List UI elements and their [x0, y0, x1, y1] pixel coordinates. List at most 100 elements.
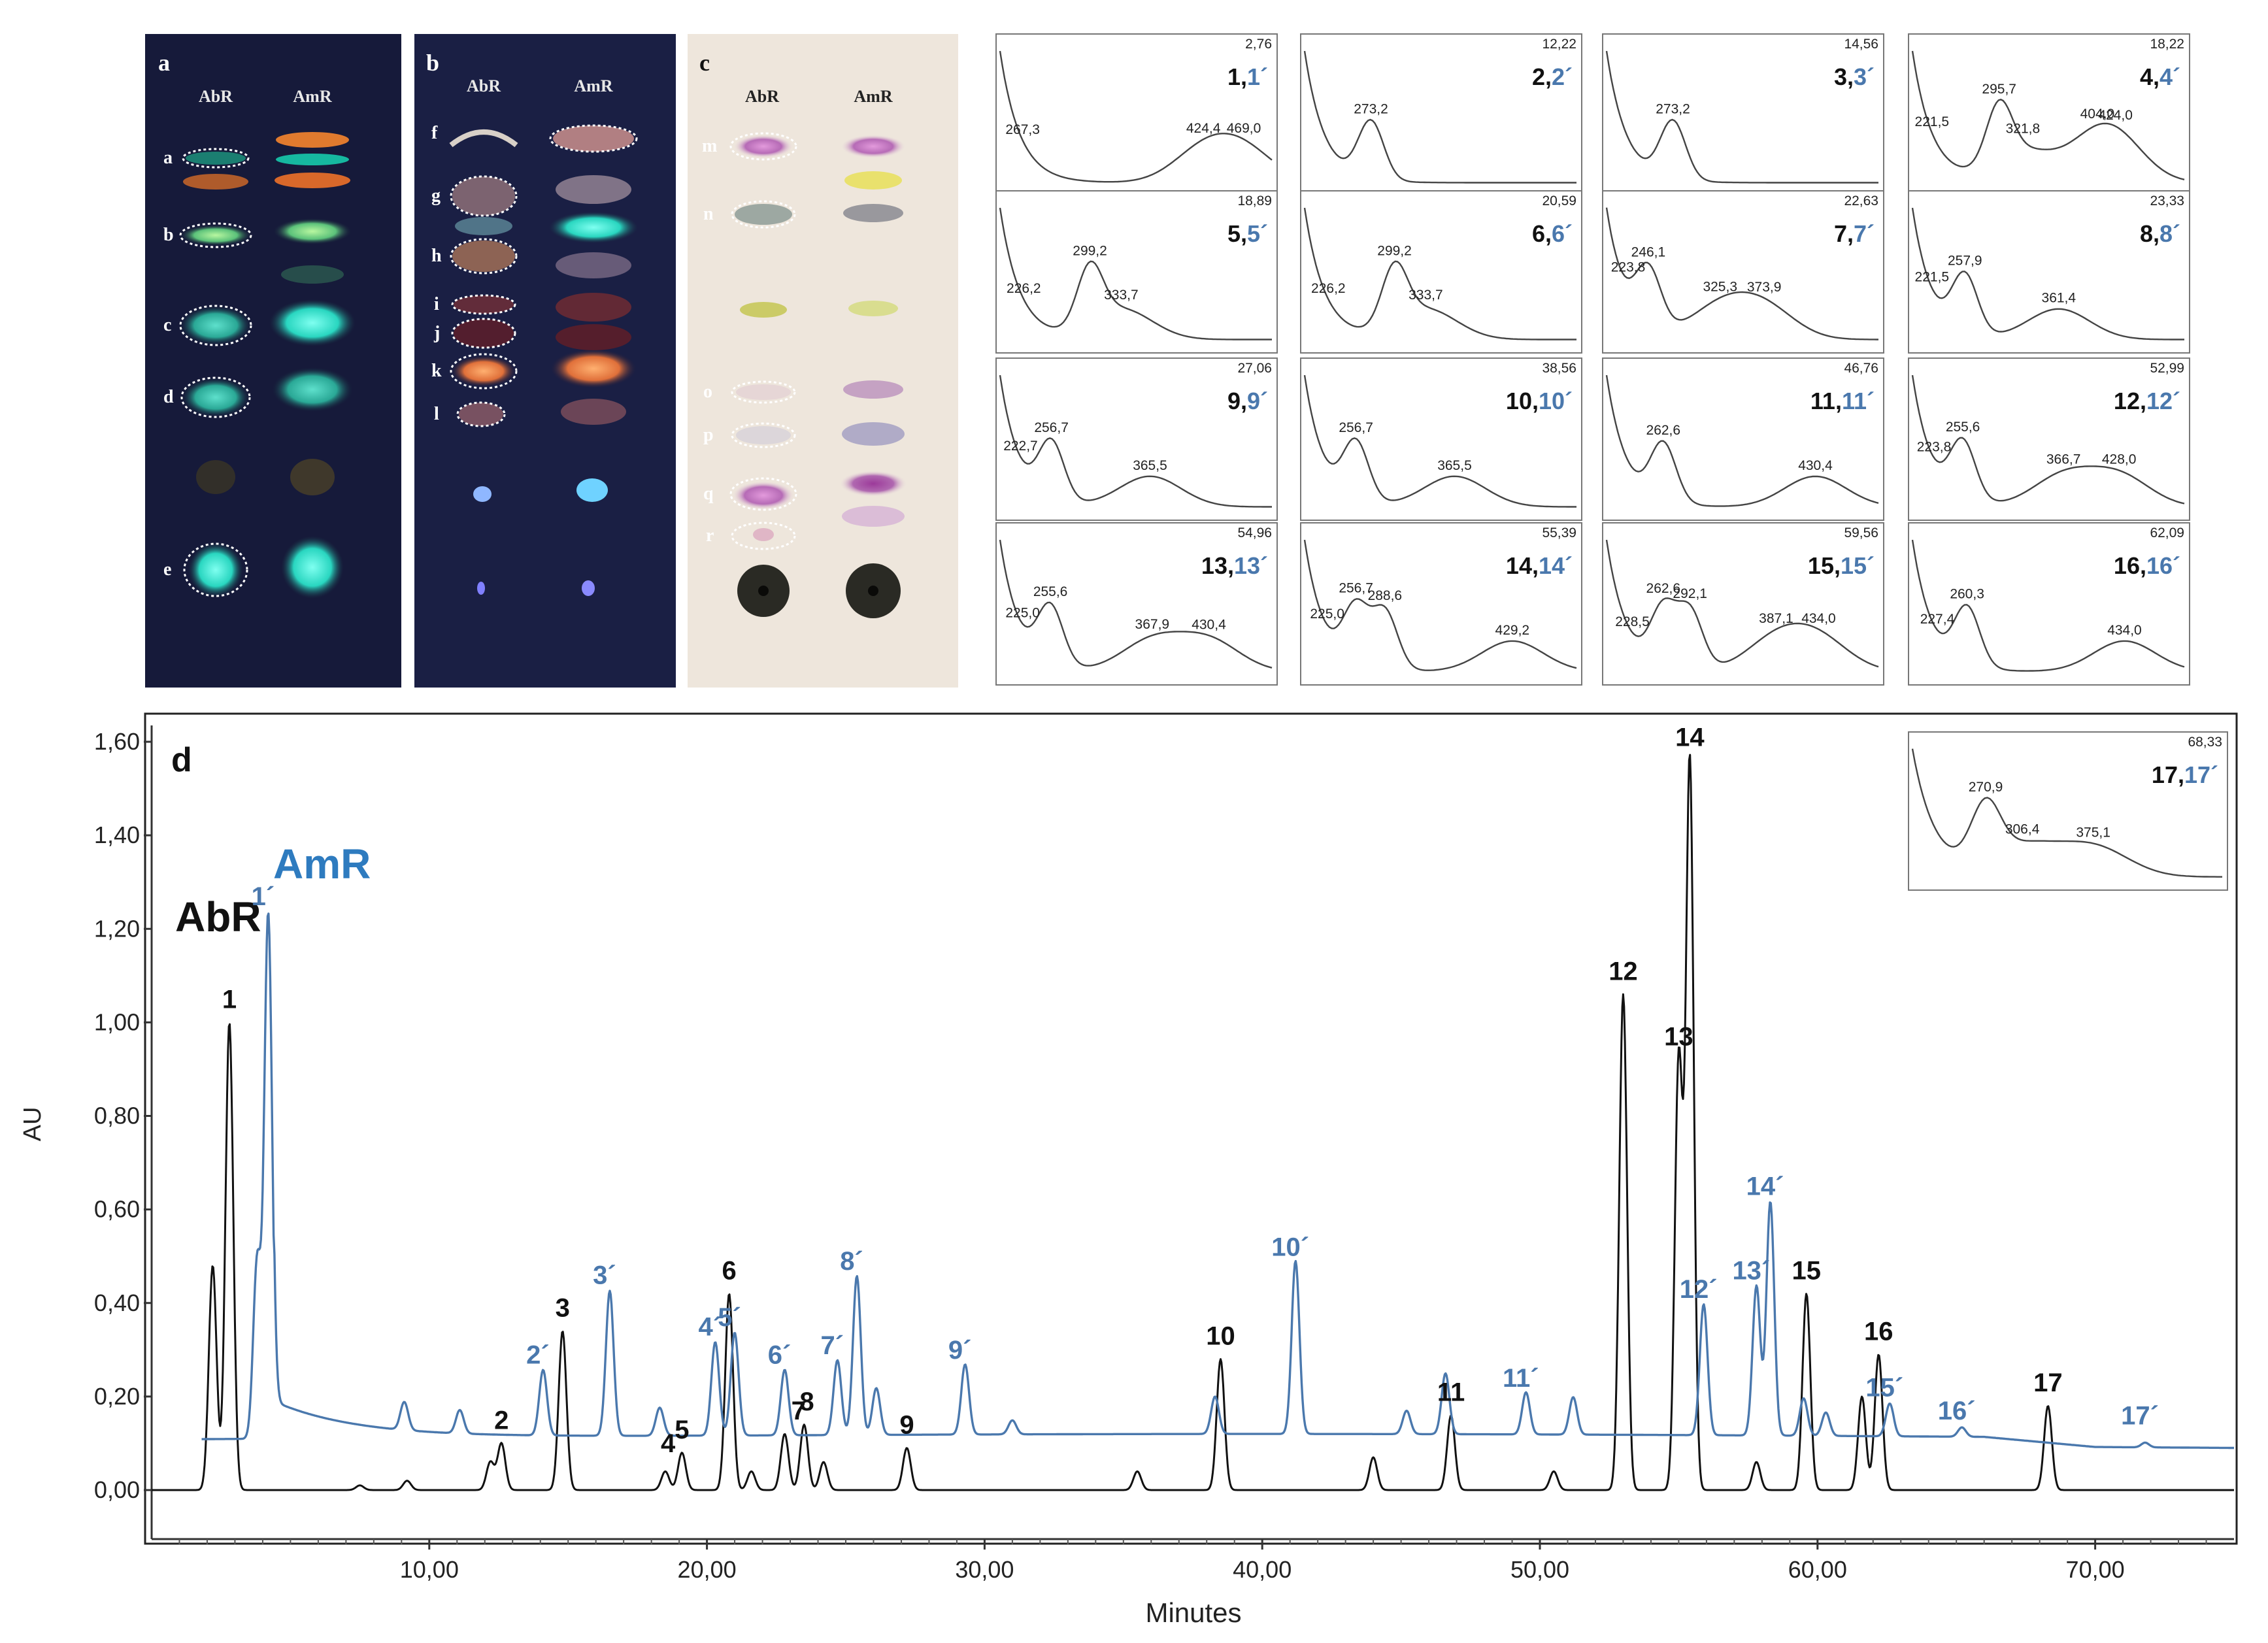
x-tick-label: 60,00: [1788, 1556, 1847, 1583]
plate-a-band-circle: [182, 148, 250, 169]
chromatogram-d: d AbR AmR AU Minutes 0,00 0,20 0,40 0,60 0,8…: [19, 712, 2238, 1628]
plate-c-band-label: n: [703, 204, 714, 224]
chromatogram-frame: [144, 712, 2238, 1545]
uv-title-amr: 3´: [1854, 63, 1875, 90]
plate-a-spot: [196, 460, 235, 494]
plate-b-spot: [582, 580, 595, 596]
peak-label-abr: 17: [2033, 1369, 2063, 1397]
uv-panel-title: 17,17´: [2152, 761, 2218, 788]
plate-b-band-label: j: [433, 323, 440, 343]
uv-peak-label: 367,9: [1135, 617, 1170, 632]
uv-panel-frame: [1300, 522, 1582, 686]
uv-title-amr: 2´: [1552, 63, 1573, 90]
peak-label-amr: 17´: [2121, 1401, 2159, 1430]
plate-a-band-circle: [179, 305, 252, 346]
uv-panel-title: 9,9´: [1227, 388, 1268, 414]
uv-peak-label: 226,2: [1007, 281, 1041, 296]
uv-retention-time: 38,56: [1542, 361, 1576, 376]
peak-label-abr: 2: [494, 1406, 509, 1435]
series-line-abr: [151, 754, 2235, 1491]
uv-peak-label: 306,4: [2005, 822, 2040, 837]
uv-panel-frame: [1602, 522, 1884, 686]
uv-title-amr: 14´: [1539, 552, 1573, 579]
uv-spectrum-line: [1911, 374, 2185, 505]
uv-retention-time: 54,96: [1237, 525, 1272, 540]
uv-peak-label: 321,8: [2006, 121, 2041, 136]
uv-peak-label: 434,0: [1801, 611, 1836, 626]
plate-c-lane-label-amr: AmR: [854, 87, 892, 106]
uv-peak-label: 260,3: [1950, 586, 1984, 601]
tlc-plate-b: b AbR AmR f g h i j: [414, 34, 676, 688]
plate-c-band-label: m: [702, 136, 717, 156]
plate-b-background: [414, 34, 676, 688]
plate-b-spot: [451, 356, 516, 387]
uv-title-abr: 4,: [2140, 63, 2160, 90]
plate-b-spot: [452, 176, 515, 216]
peak-label-abr: 14: [1675, 723, 1705, 752]
plate-a-spot: [269, 299, 356, 346]
plate-b-spot: [550, 349, 637, 388]
uv-title-amr: 12´: [2146, 388, 2180, 414]
peak-label-amr: 10´: [1271, 1233, 1309, 1262]
uv-panel-title: 13,13´: [1201, 552, 1268, 579]
uv-panel-frame: [995, 190, 1278, 354]
plate-a-band-label: a: [163, 148, 173, 168]
plate-a-spot: [273, 218, 352, 244]
uv-title-abr: 14,: [1506, 552, 1539, 579]
uv-title-abr: 7,: [1834, 220, 1854, 247]
uv-title-abr: 6,: [1532, 220, 1552, 247]
uv-panel-title: 3,3´: [1834, 63, 1875, 90]
uv-retention-time: 22,63: [1844, 193, 1878, 208]
peak-label-amr: 5´: [718, 1303, 741, 1332]
uv-peak-label: 223,8: [1917, 439, 1952, 454]
uv-peak-label: 288,6: [1368, 588, 1403, 603]
uv-retention-time: 46,76: [1844, 361, 1878, 376]
x-axis-label: Minutes: [1145, 1597, 1241, 1628]
plate-b-spot: [455, 217, 512, 235]
peak-label-amr: 8´: [840, 1247, 863, 1276]
uv-peak-label: 430,4: [1798, 458, 1833, 473]
plate-c-band-label: p: [703, 425, 714, 445]
peak-label-abr: 15: [1792, 1256, 1822, 1285]
y-axis-label: AU: [19, 1107, 46, 1142]
uv-peak-label: 227,4: [1920, 612, 1955, 627]
uv-retention-time: 23,33: [2150, 193, 2184, 208]
plate-a-spot: [180, 225, 252, 246]
uv-peak-label: 221,5: [1915, 114, 1950, 129]
plate-a-origin-spot: [188, 542, 243, 597]
peak-label-abr: 1: [222, 985, 237, 1014]
tlc-plate-c: c AbR AmR m n o p q r: [688, 34, 958, 688]
peak-label-amr: 9´: [948, 1336, 972, 1365]
uv-title-amr: 5´: [1247, 220, 1268, 247]
uv-peak-label: 255,6: [1033, 584, 1068, 599]
plate-b-band-circle: [549, 124, 638, 153]
plate-a-origin-spot: [281, 536, 344, 599]
peak-label-amr: 4´: [699, 1312, 722, 1341]
y-tick-label: 1,20: [94, 915, 140, 942]
uv-title-amr: 10´: [1539, 388, 1573, 414]
plate-c-spot: [735, 204, 792, 225]
peak-label-abr: 6: [722, 1256, 736, 1285]
plate-b-spot: [556, 252, 631, 278]
uv-peak-label: 361,4: [2042, 291, 2076, 306]
uv-retention-time: 68,33: [2188, 735, 2222, 750]
plate-b-band-circle: [450, 175, 518, 217]
uv-peak-label: 429,2: [1495, 623, 1530, 638]
x-tick-label: 40,00: [1233, 1556, 1292, 1583]
uv-peak-label: 333,7: [1104, 288, 1139, 303]
uv-retention-time: 20,59: [1542, 193, 1576, 208]
uv-title-abr: 11,: [1810, 388, 1842, 414]
uv-retention-time: 18,22: [2150, 37, 2184, 52]
plate-b-band-label: i: [434, 294, 439, 314]
uv-retention-time: 27,06: [1237, 361, 1272, 376]
uv-peak-label: 226,2: [1311, 281, 1346, 296]
uv-retention-time: 14,56: [1844, 37, 1878, 52]
uv-peak-label: 257,9: [1948, 254, 1982, 269]
x-tick-label: 30,00: [955, 1556, 1014, 1583]
uv-retention-time: 59,56: [1844, 525, 1878, 540]
uv-spectrum-line: [1911, 539, 2185, 672]
peak-label-abr: 9: [899, 1411, 914, 1440]
uv-peak-label: 469,0: [1227, 121, 1261, 136]
uv-panel-frame: [1300, 190, 1582, 354]
